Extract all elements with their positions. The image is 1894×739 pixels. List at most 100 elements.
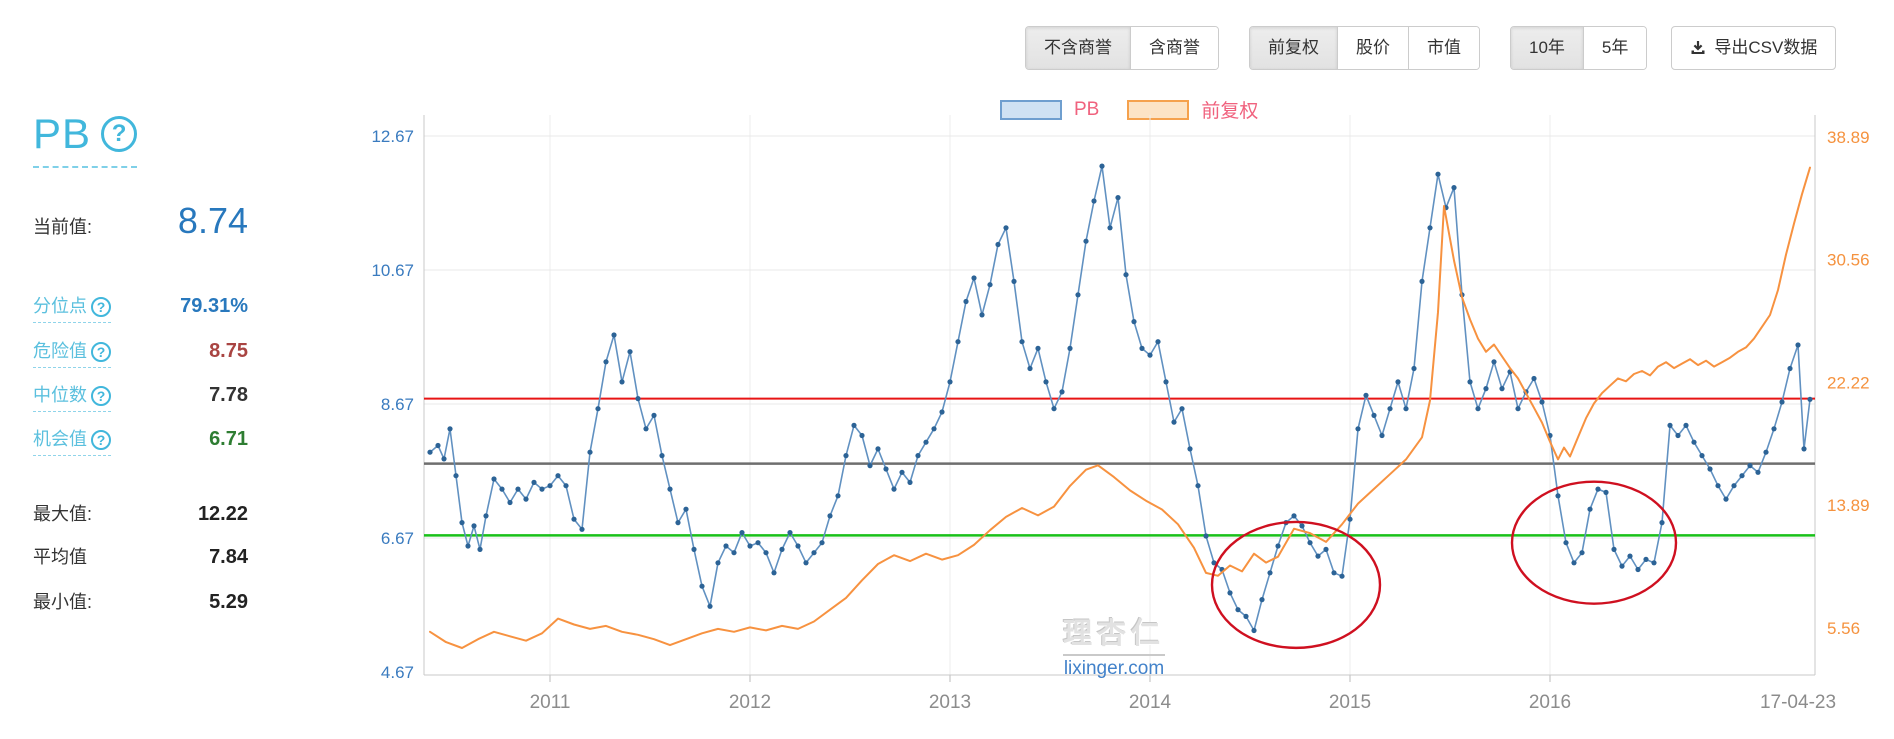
metric-value-avg: 7.84 <box>209 546 248 568</box>
left-axis-label: 10.67 <box>371 261 414 280</box>
series-dot <box>1787 365 1793 372</box>
toolbar-option-include-goodwill[interactable]: 含商誉 <box>1131 27 1218 69</box>
metric-row-avg: 平均值 7.84 <box>33 543 248 569</box>
series-dot <box>1211 560 1217 566</box>
series-dot <box>891 486 897 492</box>
series-dot <box>1339 573 1345 579</box>
series-dot <box>1291 513 1297 519</box>
metric-label-median[interactable]: 中位数? <box>33 381 111 412</box>
help-icon[interactable]: ? <box>91 297 111 318</box>
legend-item-forward-adjusted[interactable]: 前复权 <box>1127 96 1258 123</box>
series-dot <box>1379 432 1385 439</box>
series-dot <box>1387 406 1393 412</box>
series-dot <box>1619 563 1625 569</box>
series-dot <box>811 550 817 556</box>
series-dot <box>651 412 657 418</box>
right-axis-label: 5.56 <box>1827 619 1860 638</box>
help-icon[interactable]: ? <box>91 430 111 451</box>
series-dot <box>683 506 689 512</box>
metric-value-danger: 8.75 <box>209 340 248 362</box>
series-dot <box>1059 389 1065 395</box>
series-dot <box>1323 546 1329 553</box>
x-axis-label: 2016 <box>1529 692 1571 713</box>
series-dot <box>1771 426 1777 432</box>
annotation-ellipse-low-region-2014 <box>1210 520 1382 650</box>
series-dot <box>1807 396 1813 402</box>
series-dot <box>795 543 801 549</box>
series-dot <box>1083 238 1089 244</box>
series-dot <box>491 476 497 482</box>
toolbar-option-5y[interactable]: 5年 <box>1583 27 1647 69</box>
series-dot <box>939 409 945 415</box>
series-dot <box>1267 570 1273 576</box>
series-dot <box>1587 506 1593 512</box>
series-dot <box>1331 570 1337 576</box>
series-dot <box>627 349 633 355</box>
series-dot <box>611 332 617 338</box>
series-dot <box>619 379 625 385</box>
series-dot <box>1043 379 1049 385</box>
series-dot <box>579 526 585 532</box>
series-dot <box>955 339 961 345</box>
right-axis-label: 30.56 <box>1827 251 1870 270</box>
left-axis-label: 6.67 <box>381 529 414 548</box>
series-dot <box>1003 225 1009 231</box>
series-dot <box>1667 422 1673 428</box>
series-dot <box>1235 607 1241 613</box>
series-dot <box>465 543 471 549</box>
help-icon[interactable]: ? <box>91 386 111 407</box>
series-dot <box>435 442 441 449</box>
series-dot <box>1131 319 1137 325</box>
series-dot <box>867 463 873 469</box>
series-dot <box>1531 375 1537 382</box>
export-csv-button[interactable]: 导出CSV数据 <box>1671 26 1837 70</box>
metric-label-current: 当前值: <box>33 217 93 237</box>
metric-label-opportunity[interactable]: 机会值? <box>33 425 111 456</box>
series-dot <box>1499 386 1505 392</box>
legend-label-pb: PB <box>1074 98 1100 120</box>
series-dot <box>1099 163 1105 169</box>
series-dot <box>453 473 459 479</box>
series-dot <box>1643 556 1649 563</box>
download-icon <box>1691 41 1705 54</box>
help-icon[interactable]: ? <box>91 342 111 363</box>
metric-row-opportunity: 机会值? 6.71 <box>33 425 248 456</box>
series-dot <box>531 479 537 485</box>
metric-label-danger[interactable]: 危险值? <box>33 337 111 368</box>
series-dot <box>1627 553 1633 559</box>
legend-item-pb[interactable]: PB <box>1000 99 1099 121</box>
toolbar-option-forward-adjusted[interactable]: 前复权 <box>1250 27 1338 69</box>
series-dot <box>1403 406 1409 412</box>
series-dot <box>1731 483 1737 489</box>
pb-title-block[interactable]: PB? <box>33 110 138 168</box>
series-dot <box>1203 533 1209 539</box>
metric-label-percentile[interactable]: 分位点? <box>33 292 111 323</box>
toolbar-option-market-cap[interactable]: 市值 <box>1409 27 1479 69</box>
series-dot <box>843 453 849 459</box>
toolbar-option-10y[interactable]: 10年 <box>1511 27 1584 69</box>
toolbar-option-stock-price[interactable]: 股价 <box>1338 27 1409 69</box>
series-dot <box>1779 399 1785 405</box>
series-dot <box>471 523 477 529</box>
series-dot <box>1147 352 1153 358</box>
series-dot <box>1651 560 1657 566</box>
metric-label-min: 最小值: <box>33 592 93 612</box>
series-dot <box>563 483 569 489</box>
series-dot <box>1747 463 1753 469</box>
series-dot <box>1011 278 1017 284</box>
x-axis-label: 2015 <box>1329 692 1371 713</box>
series-dot <box>547 483 553 489</box>
series-dot <box>1603 489 1609 495</box>
metric-row-median: 中位数? 7.78 <box>33 381 248 412</box>
x-axis-label: 2014 <box>1129 692 1172 713</box>
series-dot <box>1435 171 1441 177</box>
series-dot <box>987 282 993 288</box>
series-dot <box>1115 195 1121 201</box>
toolbar-option-exclude-goodwill[interactable]: 不含商誉 <box>1026 27 1131 69</box>
toolbar-group-goodwill: 不含商誉 含商誉 <box>1025 26 1219 70</box>
help-icon[interactable]: ? <box>101 116 138 152</box>
series-dot <box>875 446 881 452</box>
series-dot <box>1715 483 1721 489</box>
series-dot <box>1635 566 1641 573</box>
